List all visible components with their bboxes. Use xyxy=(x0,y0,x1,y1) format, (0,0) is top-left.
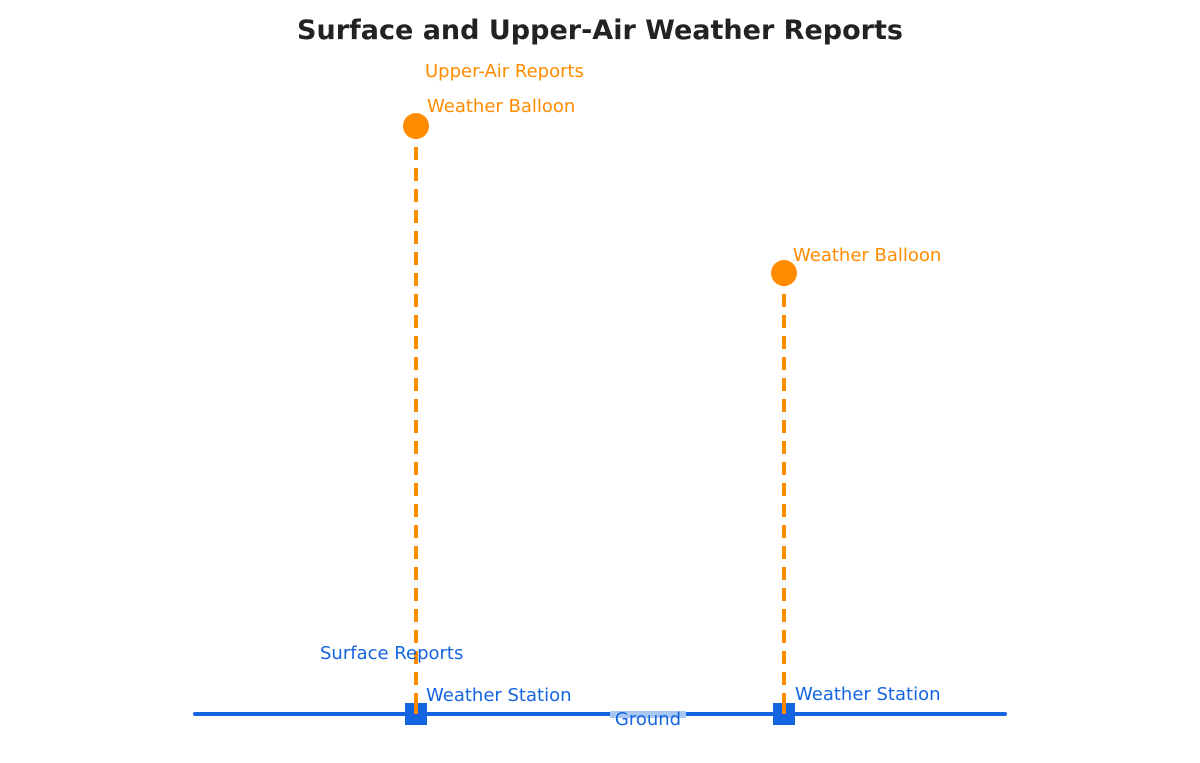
station-label: Weather Station xyxy=(795,684,941,705)
balloon-label: Weather Balloon xyxy=(793,245,941,266)
ground-label-highlight xyxy=(610,711,686,718)
surface-reports-label: Surface Reports xyxy=(320,643,463,664)
station-label: Weather Station xyxy=(426,685,572,706)
ground-label: Ground xyxy=(615,709,681,730)
balloon-circle-icon xyxy=(771,260,797,286)
balloon-label: Weather Balloon xyxy=(427,96,575,117)
balloon-circle-icon xyxy=(403,113,429,139)
upper-air-reports-label: Upper-Air Reports xyxy=(425,61,584,82)
diagram-title: Surface and Upper-Air Weather Reports xyxy=(297,15,903,46)
